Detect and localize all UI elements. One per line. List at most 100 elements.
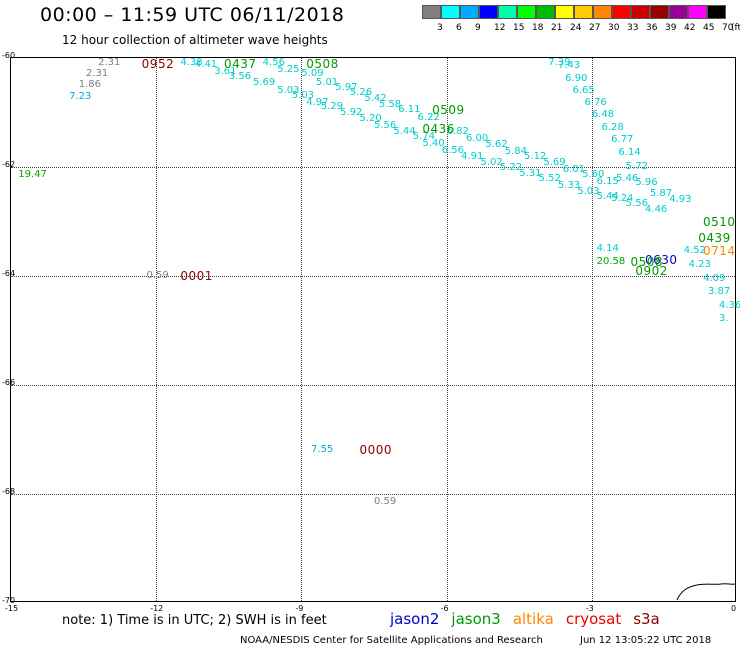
scale-tick-label: 27 <box>589 23 601 33</box>
swh-value: 5.03 <box>277 84 300 96</box>
swh-value: 20.58 <box>596 256 626 268</box>
scale-swatch <box>707 5 726 19</box>
grid-line-vertical <box>591 58 593 601</box>
units-note: note: 1) Time is in UTC; 2) SWH is in fe… <box>62 613 327 628</box>
swh-value: 5.44 <box>393 125 416 137</box>
swh-value: 5.69 <box>253 76 276 88</box>
swh-value: 5.58 <box>378 99 402 111</box>
swh-value: 5.31 <box>519 167 542 179</box>
credit-text: NOAA/NESDIS Center for Satellite Applica… <box>240 635 543 646</box>
satellite-legend: jason2 jason3 altika cryosat s3a <box>390 610 672 628</box>
scale-swatch <box>631 5 650 19</box>
pass-time-label: 0001 <box>180 269 213 283</box>
timestamp-text: Jun 12 13:05:22 UTC 2018 <box>580 635 712 646</box>
page-subtitle: 12 hour collection of altimeter wave hei… <box>62 33 328 47</box>
swh-value: 3.87 <box>707 286 731 298</box>
swh-value: 5.87 <box>649 188 673 200</box>
scale-swatch <box>441 5 460 19</box>
scale-unit-label: (ft) <box>731 23 740 33</box>
swh-value: 5.52 <box>538 172 561 184</box>
pass-time-label: 0630 <box>645 252 678 267</box>
swh-value: 4.91 <box>461 151 484 163</box>
scale-swatch <box>574 5 593 19</box>
scale-tick-label: 30 <box>608 23 620 33</box>
swh-value: 5.72 <box>625 161 648 172</box>
page-title: 00:00 – 11:59 UTC 06/11/2018 <box>40 4 345 26</box>
swh-value: 5.69 <box>543 156 566 168</box>
swh-value: 6.14 <box>618 147 641 159</box>
scale-tick-label: 3 <box>437 23 443 33</box>
swh-value: 0.59 <box>374 496 397 508</box>
swh-value: 6.48 <box>591 109 615 121</box>
x-axis-label: -6 <box>440 604 449 613</box>
swh-value: 3.56 <box>228 71 252 83</box>
swh-value: 5.92 <box>340 106 363 118</box>
scale-tick-label: 9 <box>475 23 481 33</box>
swh-value: 5.60 <box>582 169 605 181</box>
swh-value: 5.74 <box>412 131 435 143</box>
swh-value: 4.56 <box>262 57 285 69</box>
swh-value: 5.03 <box>577 185 600 197</box>
swh-value: 6.90 <box>565 72 588 84</box>
scale-swatch <box>688 5 707 19</box>
pass-time-label: 0000 <box>359 443 393 458</box>
swh-value: 5.84 <box>504 145 527 157</box>
scale-swatch <box>555 5 574 19</box>
swh-value: 7.39 <box>548 57 571 68</box>
pass-time-label: 0439 <box>698 230 731 245</box>
swh-value: 7.43 <box>557 60 581 72</box>
grid-line-vertical <box>301 58 303 601</box>
grid-line-horizontal <box>11 167 735 168</box>
x-axis-label: -12 <box>150 604 164 613</box>
scale-tick-label: 21 <box>551 23 563 33</box>
x-axis-label: -3 <box>585 604 594 613</box>
scale-swatch <box>669 5 688 19</box>
swh-value: 4.97 <box>306 96 329 108</box>
swh-value: 5.40 <box>422 138 445 150</box>
scale-swatch <box>479 5 498 19</box>
swh-value: 19.47 <box>18 169 47 181</box>
swh-value: 5.12 <box>524 151 547 163</box>
swh-value: 6.11 <box>398 103 421 115</box>
scale-swatch <box>650 5 669 19</box>
swh-value: 6.82 <box>446 125 469 137</box>
swh-value: 5.62 <box>485 139 508 151</box>
swh-value: 5.56 <box>625 198 648 210</box>
satellite-s3a: s3a <box>633 610 660 628</box>
swh-value: 2.31 <box>86 68 109 80</box>
x-axis-label: -15 <box>5 604 19 613</box>
swh-value: 5.33 <box>557 180 581 192</box>
y-axis-label: -70 <box>2 596 16 605</box>
swh-value: 5.03 <box>291 90 314 102</box>
scale-tick-label: 42 <box>684 23 696 33</box>
swh-value: 5.01 <box>315 76 339 88</box>
satellite-jason3: jason3 <box>451 610 501 628</box>
swh-value: 5.97 <box>335 81 358 93</box>
swh-value: 5.02 <box>480 156 503 168</box>
grid-line-horizontal <box>11 276 735 277</box>
pass-time-label: 0508 <box>630 255 664 270</box>
scale-tick-label: 36 <box>646 23 658 33</box>
swh-value: 5.24 <box>611 192 634 204</box>
pass-time-label: 0509 <box>432 102 465 117</box>
scale-swatch <box>517 5 536 19</box>
map-plot-area: 2.31 2.31 1.86 7.23 19.47 0.59 7.55 0.59 4.38 4.4… <box>10 57 740 602</box>
swh-value: 7.55 <box>311 444 334 456</box>
y-axis-label: -64 <box>2 269 16 278</box>
swh-value: 4.23 <box>688 259 711 271</box>
swh-value: 7.23 <box>69 91 92 103</box>
pass-time-label: 0902 <box>635 263 668 278</box>
swh-value: 4.41 <box>194 58 218 70</box>
scale-tick-label: 45 <box>703 23 715 33</box>
swh-value: 6.15 <box>596 175 619 187</box>
scale-swatch <box>498 5 517 19</box>
y-axis-label: -68 <box>2 487 16 496</box>
swh-value: 4.93 <box>669 193 692 205</box>
scale-tick-label: 24 <box>570 23 582 33</box>
y-axis-label: -62 <box>2 160 16 169</box>
swh-value: 6.01 <box>562 163 586 175</box>
swh-value: 1.86 <box>78 79 102 91</box>
swh-value: 5.09 <box>301 68 324 80</box>
swh-value: 2.31 <box>98 57 121 69</box>
scale-tick-label: 39 <box>665 23 677 33</box>
